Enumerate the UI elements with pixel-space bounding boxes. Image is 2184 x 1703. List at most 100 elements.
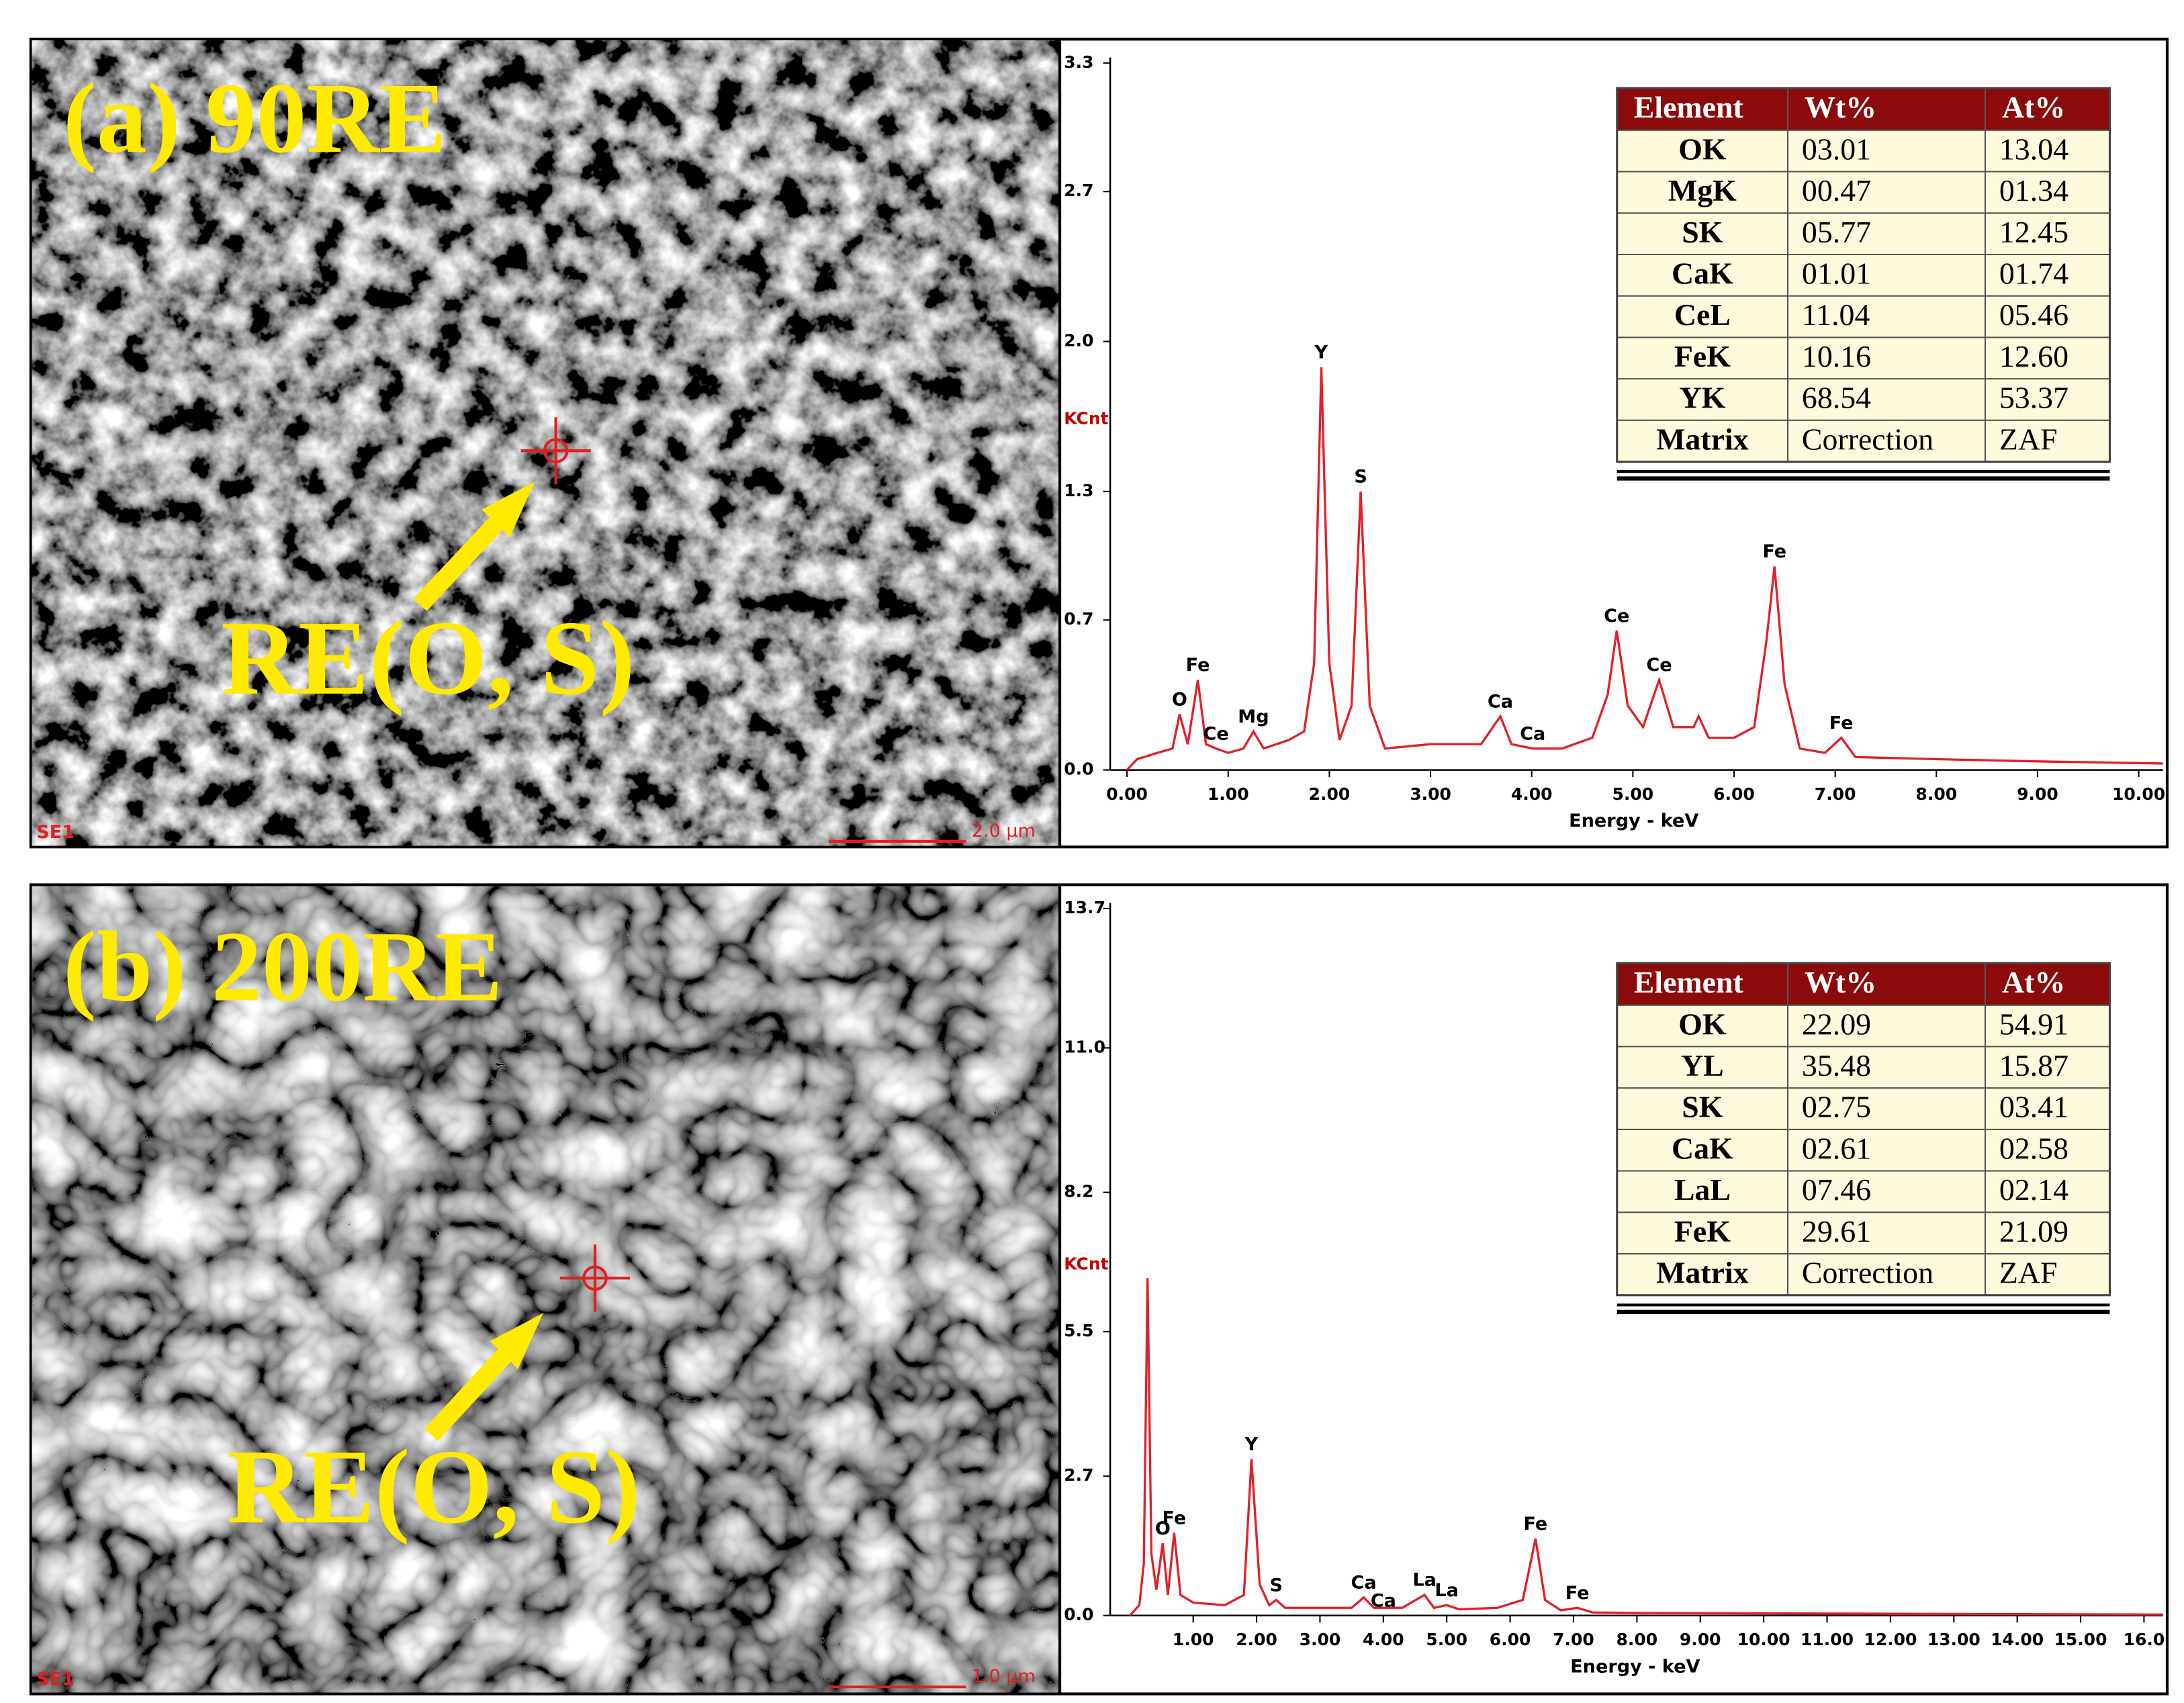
y-tick-label: 13.7 [1064, 898, 1105, 917]
arrow-head [482, 481, 535, 538]
table-cell: 01.74 [1999, 256, 2068, 290]
table-cell: LaL [1674, 1172, 1731, 1207]
peak-label: Ce [1646, 655, 1672, 676]
y-tick-label: 11.0 [1064, 1037, 1105, 1056]
table-cell: 12.45 [1999, 215, 2068, 249]
table-cell: Correction [1802, 1255, 1933, 1289]
table-cell: CaK [1672, 1131, 1733, 1165]
x-tick-label: 9.00 [2017, 784, 2058, 804]
table-cell: FeK [1674, 1214, 1731, 1248]
detector: SE1 [36, 1669, 75, 1690]
peak-label: Fe [1523, 1514, 1547, 1534]
peak-label: O [1155, 1518, 1171, 1539]
peak-label: Y [1244, 1434, 1259, 1455]
panel-label: (a) 90RE [63, 62, 447, 174]
peak-label: S [1354, 466, 1367, 487]
table-cell: YK [1679, 381, 1725, 415]
table-cell: 07.46 [1802, 1172, 1871, 1207]
table-cell: 02.61 [1802, 1131, 1871, 1165]
table-cell: 13.04 [1999, 132, 2068, 166]
table-cell: MgK [1668, 173, 1737, 208]
x-tick-label: 7.00 [1815, 784, 1856, 804]
peak-label: Y [1314, 342, 1328, 363]
table-cell: 68.54 [1802, 381, 1871, 415]
table-header: At% [2002, 965, 2065, 999]
table-header: Wt% [1805, 90, 1876, 124]
x-tick-label: 2.00 [1309, 784, 1351, 804]
x-tick-label: 8.00 [1617, 1630, 1658, 1649]
x-tick-label: 11.00 [1801, 1630, 1854, 1649]
peak-label: S [1270, 1575, 1283, 1596]
x-tick-label: 5.00 [1612, 784, 1654, 804]
peak-label: Fe [1565, 1583, 1590, 1604]
y-axis-label: KCnt [1064, 1254, 1108, 1273]
table-cell: 21.09 [1999, 1214, 2068, 1248]
table-cell: 03.41 [1999, 1090, 2068, 1124]
peak-label: Ca [1371, 1590, 1396, 1611]
crosshair [543, 438, 569, 464]
table-cell: 05.46 [1999, 297, 2068, 332]
table-body-bg [1617, 1005, 2110, 1295]
table-cell: 05.77 [1802, 215, 1871, 249]
peak-label: Fe [1162, 1508, 1186, 1528]
peak-label: La [1435, 1580, 1459, 1601]
peak-label: Fe [1762, 541, 1786, 562]
peak-label: Ca [1520, 723, 1545, 744]
feature-label: RE(O, S) [227, 1428, 641, 1546]
table-frame [1616, 962, 2111, 1297]
y-tick-label: 0.7 [1064, 609, 1093, 629]
x-tick-label: 7.00 [1553, 1630, 1594, 1649]
x-tick-label: 16.0 [2124, 1630, 2165, 1649]
x-tick-label: 3.00 [1410, 784, 1451, 804]
y-tick-label: 5.5 [1064, 1321, 1093, 1340]
spectrum-line [1129, 1278, 2163, 1616]
table-cell: 02.14 [1999, 1172, 2068, 1207]
x-tick-label: 2.00 [1236, 1630, 1277, 1649]
scale-text: 1.0 µm [972, 1666, 1036, 1687]
table-header: Element [1634, 965, 1744, 999]
table-header-bg [1617, 963, 2110, 1005]
table-cell: 10.16 [1802, 339, 1871, 373]
x-tick-label: 14.00 [1991, 1630, 2044, 1649]
table-cell: 01.01 [1802, 256, 1871, 290]
arrow [424, 1340, 519, 1441]
x-tick-label: 5.00 [1426, 1630, 1467, 1649]
peak-label: Fe [1186, 655, 1210, 676]
table-cell: Matrix [1656, 422, 1749, 456]
table-cell: 53.37 [1999, 381, 2068, 415]
table-cell: OK [1678, 1007, 1727, 1041]
table-cell: 03.01 [1802, 132, 1871, 166]
x-tick-label: 13.00 [1927, 1630, 1981, 1649]
x-axis-label: Energy - keV [1569, 811, 1698, 831]
crosshair [559, 1244, 631, 1312]
y-tick-label: 0.0 [1064, 760, 1093, 779]
peak-label: Ca [1351, 1572, 1376, 1593]
crosshair [520, 417, 591, 485]
peak-label: Ca [1488, 691, 1513, 712]
arrow-head [490, 1313, 543, 1369]
panel-label: (b) 200RE [63, 911, 503, 1023]
x-tick-label: 4.00 [1511, 784, 1553, 804]
x-axis-label: Energy - keV [1570, 1656, 1700, 1677]
x-tick-label: 15.00 [2054, 1630, 2107, 1649]
table-cell: ZAF [1999, 422, 2058, 456]
x-tick-label: 3.00 [1300, 1630, 1341, 1649]
y-tick-label: 2.0 [1064, 331, 1093, 351]
peak-label: Ce [1203, 723, 1229, 744]
x-tick-label: 9.00 [1680, 1630, 1721, 1649]
table-cell: 02.58 [1999, 1131, 2068, 1165]
table-cell: SK [1682, 215, 1723, 249]
peak-label: La [1412, 1570, 1437, 1591]
peak-label: Mg [1238, 706, 1269, 727]
scale-text: 2.0 µm [972, 821, 1036, 841]
spectrum-line [1126, 367, 2163, 771]
x-tick-label: 6.00 [1713, 784, 1755, 804]
table-header: Element [1634, 90, 1744, 124]
x-tick-label: 12.00 [1864, 1630, 1917, 1649]
table-cell: 02.75 [1802, 1090, 1871, 1124]
table-frame [1616, 87, 2111, 463]
table-cell: FeK [1674, 339, 1731, 373]
y-tick-label: 1.3 [1064, 481, 1093, 500]
x-tick-label: 0.00 [1106, 784, 1148, 804]
